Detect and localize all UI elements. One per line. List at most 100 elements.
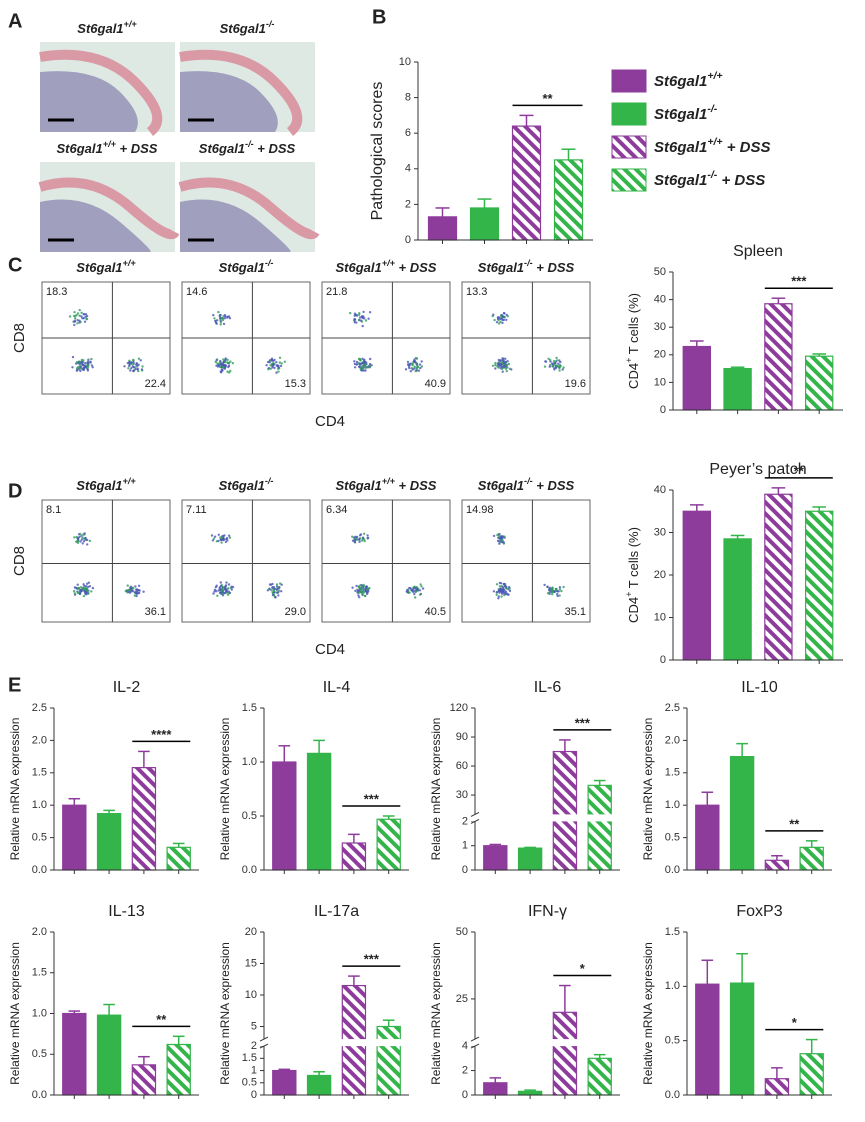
event-dot [217,310,220,314]
quadrant-value: 29.0 [285,606,306,618]
event-dot [75,535,78,539]
bar [131,1064,157,1096]
event-dot [279,582,282,585]
event-dot [418,589,422,592]
event-dot [363,361,366,364]
event-dot [358,540,361,543]
event-dot [500,595,503,598]
y-tick-label: 0.5 [242,810,257,822]
event-dot [368,362,372,366]
event-dot [357,538,361,541]
event-dot [360,584,363,587]
event-dot [220,592,224,596]
event-dot [357,586,361,589]
quadrant-value: 22.4 [145,378,166,390]
event-dot [275,583,279,586]
event-dot [546,585,549,588]
y-tick-label: 0.5 [665,832,680,844]
event-dot [503,535,506,538]
event-dot [503,584,507,588]
event-dot [278,356,282,359]
event-dot [274,596,277,599]
legend-label: St6gal1+/+ [654,70,723,90]
event-dot [498,322,501,325]
event-dot [562,585,565,589]
event-dot [134,368,137,371]
panel-letter: A [8,10,22,32]
event-dot [81,542,84,545]
event-dot [225,537,228,541]
y-tick-label: 1.0 [665,980,680,992]
event-dot [357,313,361,316]
y-tick-label: 0.0 [665,1089,680,1101]
event-dot [558,586,562,589]
y-axis-label: Relative mRNA expression [218,942,232,1085]
event-dot [421,587,425,590]
event-dot [225,589,228,593]
event-dot [353,360,356,363]
event-dot [419,583,422,586]
event-dot [76,319,79,322]
event-dot [553,363,556,366]
event-dot [275,361,278,364]
significance-label: * [792,1015,798,1030]
event-dot [412,587,415,590]
legend-label: St6gal1-/- [654,103,718,123]
significance-label: *** [791,274,807,289]
event-dot [354,589,357,593]
event-dot [496,316,500,319]
bar [306,752,332,871]
event-dot [553,367,556,370]
event-dot [73,311,76,314]
event-dot [79,369,82,373]
event-dot [270,589,273,592]
event-dot [91,586,95,590]
event-dot [362,590,365,593]
event-dot [413,360,416,364]
plot-title: St6gal1-/- + DSS [478,476,575,493]
y-tick-label: 0 [660,654,666,666]
event-dot [222,363,225,366]
event-dot [88,539,92,543]
event-dot [498,532,501,536]
event-dot [212,314,215,317]
event-dot [84,365,88,369]
event-dot [551,590,554,593]
event-dot [416,587,419,590]
event-dot [129,369,132,372]
event-dot [71,355,75,359]
event-dot [498,585,502,588]
event-dot [496,362,500,366]
event-dot [86,543,89,546]
event-dot [220,541,223,544]
event-dot [495,321,499,324]
event-dot [224,540,228,544]
event-dot [355,535,359,539]
event-dot [76,322,79,325]
y-tick-label: 4 [462,1040,468,1052]
event-dot [498,362,502,366]
event-dot [213,590,216,593]
axis-label: CD8 [11,546,28,576]
y-tick-label: 5 [251,1020,257,1032]
event-dot [368,311,372,314]
event-dot [219,536,222,539]
event-dot [501,370,504,373]
event-dot [73,314,76,318]
tissue [40,71,138,132]
event-dot [224,584,228,587]
event-dot [551,365,554,368]
y-tick-label: 1.0 [665,799,680,811]
bar [166,1043,191,1096]
bar [682,345,712,411]
chart-title: IL-10 [741,679,778,696]
event-dot [212,592,215,595]
event-dot [404,368,408,371]
event-dot [544,360,548,363]
bar [804,355,834,411]
event-dot [364,363,367,366]
bar [723,368,752,411]
event-dot [351,586,354,589]
y-tick-label: 10 [654,376,666,388]
legend-label: St6gal1-/- + DSS [654,169,765,189]
